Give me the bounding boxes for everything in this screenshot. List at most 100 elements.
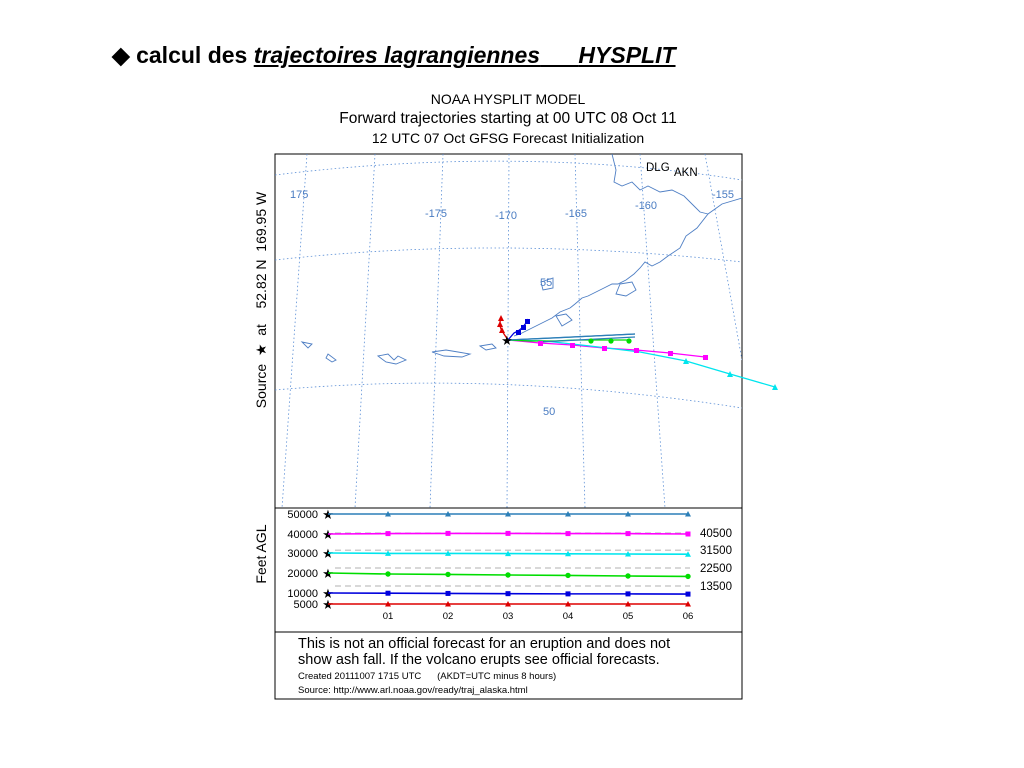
- traj-marker: [516, 330, 521, 335]
- title-emphasis: trajectoires lagrangiennes HYSPLIT: [254, 42, 676, 68]
- place-label-dlg: DLG: [646, 162, 670, 174]
- trajectory-connector: [507, 333, 636, 341]
- height-series-marker: [385, 601, 391, 607]
- height-series-marker: [625, 591, 631, 597]
- height-series-marker: [505, 601, 511, 607]
- height-series-marker: [625, 601, 631, 607]
- trajectory-30000: [507, 339, 776, 388]
- meridian-line: [704, 154, 742, 361]
- created-line: Created 20111007 1715 UTC (AKDT=UTC minu…: [298, 671, 556, 682]
- coastline: [300, 154, 742, 365]
- place-label-akn: AKN: [674, 167, 698, 179]
- height-series-marker: [565, 591, 571, 597]
- height-series-marker: [565, 601, 571, 607]
- reference-level-label: 13500: [700, 581, 732, 593]
- lon-label: -175: [425, 208, 447, 220]
- disclaimer-line-2: show ash fall. If the volcano erupts see…: [298, 652, 660, 668]
- title-suffix: HYSPLIT: [578, 42, 676, 68]
- height-tick-label: 40000: [287, 529, 318, 541]
- height-x-tick-label: 03: [503, 611, 514, 622]
- height-series-marker: [445, 511, 451, 517]
- island: [540, 277, 554, 291]
- traj-marker: [570, 343, 575, 348]
- parallel-line: [275, 160, 742, 181]
- height-series-marker: [505, 530, 511, 536]
- meridian-line: [639, 154, 666, 508]
- reference-level-label: 22500: [700, 563, 732, 575]
- height-series-marker: [505, 550, 511, 557]
- reference-level-label: 31500: [700, 545, 732, 557]
- height-series-marker: [385, 550, 391, 556]
- source-label: Source ★ at 52.82 N 169.95 W: [253, 191, 269, 408]
- graticule: [275, 154, 742, 508]
- height-series-marker: [625, 551, 631, 557]
- height-axis-label: Feet AGL: [253, 524, 269, 583]
- lon-label: 175: [290, 189, 308, 201]
- height-panel: Feet AGL 50000 ★40000 ★30000 ★20000 ★10000 ★5…: [253, 507, 732, 622]
- height-series-marker: [625, 531, 631, 537]
- height-series-marker: [565, 531, 571, 537]
- alaska-coast: [569, 197, 742, 309]
- traj-marker: [499, 327, 505, 333]
- traj-marker: [588, 338, 594, 344]
- meridian-line: [574, 154, 586, 508]
- height-tick-label: 20000: [287, 568, 318, 580]
- traj-marker: [538, 341, 543, 346]
- aleutian-island: [431, 349, 472, 358]
- height-series-marker: [445, 571, 451, 578]
- height-y-ticks: 50000 ★40000 ★30000 ★20000 ★10000 ★5000 ★: [287, 507, 333, 612]
- aleutian-island: [325, 353, 337, 363]
- aleutian-island: [300, 341, 313, 349]
- source-star-icon: ★: [501, 333, 513, 348]
- traj-marker: [683, 358, 689, 364]
- height-series-marker: [685, 531, 691, 537]
- height-tick-label: 50000: [287, 509, 318, 521]
- alaska-coast-north: [611, 154, 709, 215]
- height-series-marker: [385, 511, 391, 517]
- aleutian-island: [376, 353, 408, 365]
- lat-label: 50: [543, 406, 555, 418]
- trajectory-connector: [539, 336, 636, 343]
- height-x-tick-label: 01: [383, 611, 394, 622]
- traj-marker: [602, 346, 607, 351]
- title-prefix: calcul des: [136, 42, 248, 68]
- height-series-marker: [445, 601, 451, 607]
- height-series-marker: [445, 530, 451, 536]
- traj-marker: [703, 355, 708, 360]
- height-series-marker: [445, 590, 451, 596]
- height-series-marker: [685, 601, 691, 607]
- aleutian-island: [478, 343, 497, 351]
- lat-label: 55: [540, 277, 552, 289]
- height-series-marker: [385, 571, 391, 577]
- traj-marker: [498, 315, 504, 321]
- height-series-marker: [385, 531, 391, 537]
- height-series-marker: [685, 573, 691, 580]
- figure-header-init: 12 UTC 07 Oct GFSG Forecast Initializati…: [372, 130, 644, 146]
- height-series-marker: [505, 511, 511, 517]
- traj-marker: [772, 384, 778, 390]
- lon-label: -155: [712, 189, 734, 201]
- height-x-ticks: 01 02 03 04 05 06: [383, 611, 694, 622]
- parallel-line: [275, 382, 742, 409]
- traj-marker: [521, 325, 526, 330]
- map-panel: 175 -175 -170 -165 -160 -155 55 50 DLG A…: [275, 154, 778, 508]
- traj-marker: [497, 321, 503, 327]
- lon-label: -170: [495, 210, 517, 222]
- height-series-marker: [625, 511, 631, 517]
- height-tick-label: 30000: [287, 548, 318, 560]
- meridian-line: [354, 154, 376, 508]
- height-x-tick-label: 02: [443, 611, 454, 622]
- island: [555, 313, 573, 327]
- height-reference-levels: 40500 31500 22500 13500: [335, 528, 732, 593]
- disclaimer-line-1: This is not an official forecast for an …: [298, 636, 670, 652]
- height-series-marker: [685, 591, 691, 597]
- lon-label: -165: [565, 208, 587, 220]
- peninsula-coast: [513, 307, 571, 337]
- height-series-marker: [565, 511, 571, 517]
- height-series-marker: [505, 572, 511, 578]
- figure-header-trajectories: Forward trajectories starting at 00 UTC …: [339, 110, 676, 127]
- traj-marker: [634, 348, 639, 353]
- height-series-marker: [685, 551, 691, 557]
- height-star-icon: ★: [322, 527, 334, 542]
- height-tick-label: 5000: [294, 599, 318, 611]
